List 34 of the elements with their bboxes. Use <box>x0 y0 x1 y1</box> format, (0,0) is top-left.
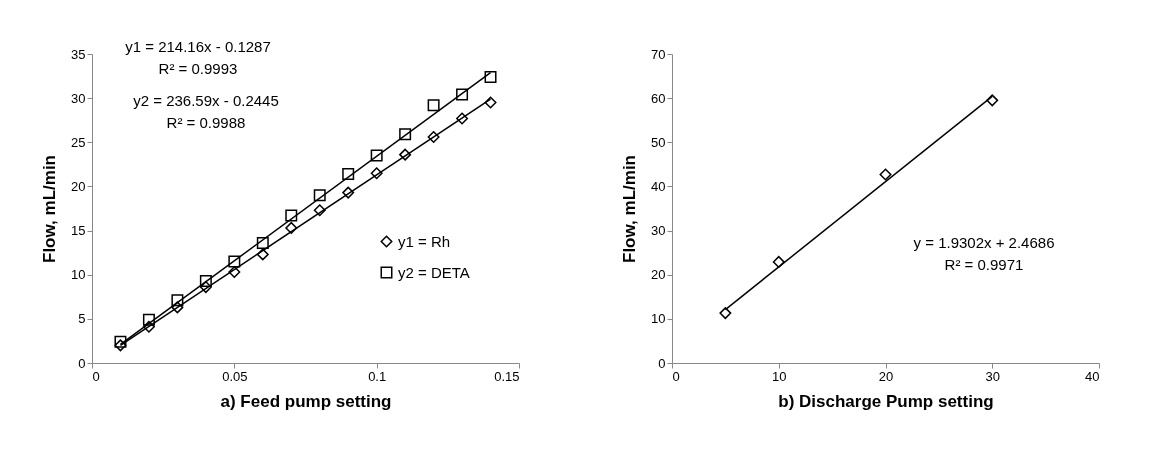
legend-label: y2 = DETA <box>398 263 470 281</box>
y-tick-label: 60 <box>651 90 666 106</box>
x-tick-label: 0 <box>92 368 100 384</box>
y-tick-label: 30 <box>651 223 666 239</box>
y-tick-label: 10 <box>71 267 86 283</box>
x-tick-label: 0.1 <box>368 368 387 384</box>
y-tick-label: 35 <box>71 46 86 62</box>
x-tick-label: 0 <box>672 368 680 384</box>
x-tick-label: 0.05 <box>222 368 248 384</box>
x-tick-label: 30 <box>985 368 1000 384</box>
y-tick-label: 50 <box>651 134 666 150</box>
x-axis-title: b) Discharge Pump setting <box>778 391 994 411</box>
x-tick-label: 0.15 <box>494 368 520 384</box>
y-tick-label: 40 <box>651 178 666 194</box>
y-tick-label: 30 <box>71 90 86 106</box>
y-tick-label: 0 <box>658 355 666 371</box>
x-tick-label: 10 <box>772 368 787 384</box>
y-tick-label: 10 <box>651 311 666 327</box>
y-tick-label: 0 <box>78 355 86 371</box>
annotation: y = 1.9302x + 2.4686 R² = 0.9971 <box>913 234 1055 273</box>
annotation: y2 = 236.59x - 0.2445 R² = 0.9988 <box>133 92 279 131</box>
y-tick-label: 5 <box>78 311 86 327</box>
y-axis-title: Flow, mL/min <box>40 155 60 263</box>
x-tick-label: 20 <box>878 368 894 384</box>
y-tick-label: 20 <box>651 267 666 283</box>
y-tick-label: 70 <box>651 46 666 62</box>
annotation: y1 = 214.16x - 0.1287 R² = 0.9993 <box>125 38 271 77</box>
y-tick-label: 25 <box>71 134 86 150</box>
x-tick-label: 40 <box>1085 368 1100 384</box>
legend-label: y1 = Rh <box>398 232 451 250</box>
x-axis-title: a) Feed pump setting <box>220 391 392 411</box>
y-tick-label: 20 <box>71 178 86 194</box>
y-tick-label: 15 <box>71 223 86 239</box>
y-axis-title: Flow, mL/min <box>620 155 640 263</box>
